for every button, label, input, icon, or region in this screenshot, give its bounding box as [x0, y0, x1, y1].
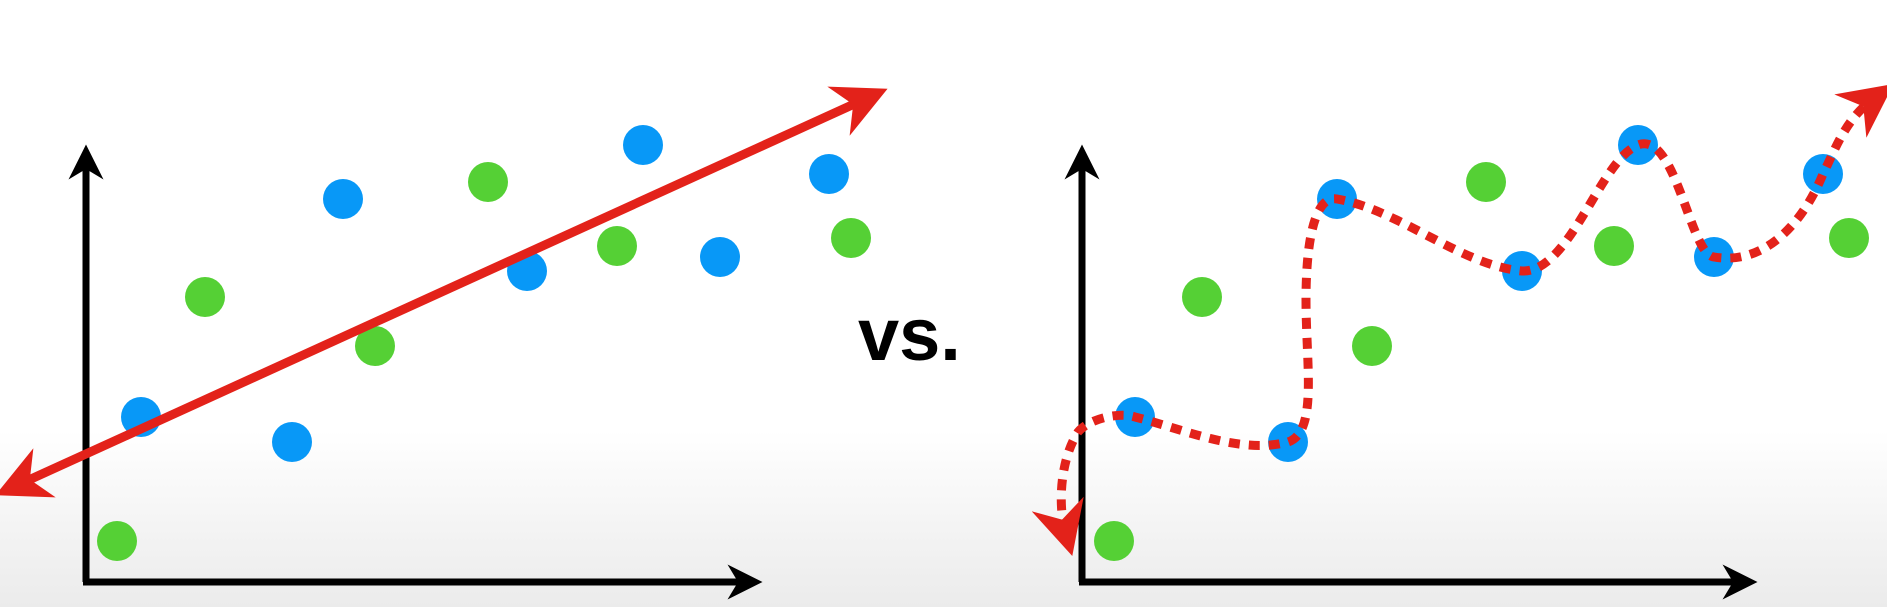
blue-data-point	[323, 179, 363, 219]
green-data-point	[1094, 521, 1134, 561]
green-data-point	[1352, 326, 1392, 366]
blue-data-point	[1803, 154, 1843, 194]
right-data-points	[1094, 125, 1869, 561]
blue-data-point	[1618, 125, 1658, 165]
green-data-point	[831, 218, 871, 258]
green-data-point	[468, 162, 508, 202]
blue-data-point	[623, 125, 663, 165]
green-data-point	[1466, 162, 1506, 202]
right-panel	[1031, 83, 1887, 600]
left-panel	[0, 86, 888, 600]
straight-fit-line	[0, 86, 888, 498]
vs-label: vs.	[858, 293, 961, 376]
green-data-point	[185, 277, 225, 317]
left-data-points	[97, 125, 871, 561]
green-data-point	[97, 521, 137, 561]
green-data-point	[1594, 226, 1634, 266]
green-data-point	[597, 226, 637, 266]
wiggly-overfit-line	[1031, 83, 1887, 557]
blue-data-point	[272, 422, 312, 462]
blue-data-point	[809, 154, 849, 194]
green-data-point	[1182, 277, 1222, 317]
green-data-point	[1829, 218, 1869, 258]
blue-data-point	[700, 237, 740, 277]
